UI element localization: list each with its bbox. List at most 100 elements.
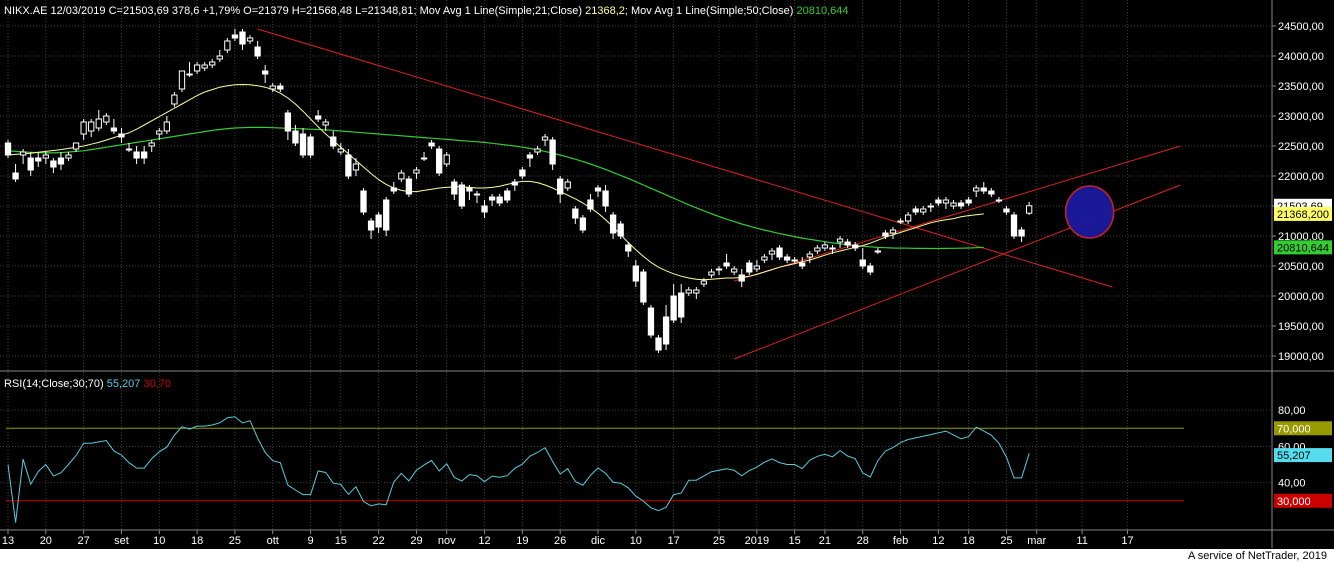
candle-up xyxy=(821,244,829,249)
price-tick-label: 22500,00 xyxy=(1278,141,1324,153)
candle-up xyxy=(224,40,231,51)
candle-down xyxy=(662,316,670,345)
candle-up xyxy=(761,256,768,261)
candle-down xyxy=(27,157,34,171)
candle-down xyxy=(57,157,65,165)
x-tick-label: 9 xyxy=(308,535,314,547)
candle-down xyxy=(965,199,972,204)
trendline xyxy=(257,28,1113,288)
date-label: 12/03/2019 xyxy=(50,5,106,17)
candle-down xyxy=(35,157,42,162)
candle-down xyxy=(655,337,662,351)
candle-up xyxy=(995,199,1003,202)
x-tick-label: 18 xyxy=(963,535,975,547)
candle-down xyxy=(451,181,458,195)
candle-down xyxy=(609,214,617,234)
candle-up xyxy=(413,169,420,174)
x-tick-label: 12 xyxy=(478,535,490,547)
x-tick-label: 13 xyxy=(2,535,14,547)
candle-up xyxy=(904,214,912,222)
candle-down xyxy=(239,31,246,45)
symbol-label: NIKX.AE xyxy=(4,5,48,17)
rsi-level-box xyxy=(1274,421,1332,436)
x-tick-label: 18 xyxy=(191,535,203,547)
candle-down xyxy=(466,187,473,192)
x-tick-label: 20 xyxy=(40,535,52,547)
candle-down xyxy=(647,307,655,336)
x-tick-label: 10 xyxy=(153,535,165,547)
price-tick-label: 24500,00 xyxy=(1278,21,1324,33)
candle-up xyxy=(19,151,27,156)
candle-down xyxy=(133,151,140,159)
highlight-circle xyxy=(1064,185,1115,239)
candle-up xyxy=(103,115,110,123)
x-tick-label: 17 xyxy=(1121,535,1133,547)
candle-down xyxy=(1018,229,1025,237)
x-tick-label: 25 xyxy=(229,535,241,547)
candle-up xyxy=(72,142,80,150)
candle-down xyxy=(50,160,57,168)
candle-down xyxy=(383,199,390,231)
rsi-tick-label: 40,00 xyxy=(1278,478,1306,490)
x-tick-label: 17 xyxy=(668,535,680,547)
candle-up xyxy=(148,142,155,147)
candle-down xyxy=(625,244,632,252)
ma2-value: 20810,644 xyxy=(796,5,849,17)
candle-down xyxy=(723,262,730,267)
candle-up xyxy=(209,61,216,66)
candle-down xyxy=(4,142,12,156)
price-tick-label: 19500,00 xyxy=(1278,321,1324,333)
ma50-line xyxy=(7,126,984,250)
candle-up xyxy=(927,205,934,208)
x-tick-label: 15 xyxy=(335,535,347,547)
candle-down xyxy=(602,190,609,207)
candle-up xyxy=(473,193,481,196)
ma1-value: 21368,2 xyxy=(585,5,625,17)
candle-up xyxy=(156,130,163,135)
candle-up xyxy=(322,121,329,126)
price-tick-label: 24000,00 xyxy=(1278,51,1324,63)
candle-up xyxy=(693,289,700,294)
candle-down xyxy=(141,151,148,159)
candle-up xyxy=(337,148,344,153)
candle-down xyxy=(579,217,587,231)
candle-down xyxy=(776,247,783,258)
candle-down xyxy=(572,208,579,219)
rsi-label: RSI(14;Close;30;70) xyxy=(4,378,104,390)
price-tick-label: 21000,00 xyxy=(1278,231,1324,243)
candle-down xyxy=(12,172,19,180)
price-tick-label: 19000,00 xyxy=(1278,351,1324,363)
candle-up xyxy=(420,157,428,160)
candle-down xyxy=(360,190,367,213)
candle-down xyxy=(390,187,397,192)
candle-up xyxy=(216,55,223,60)
candle-down xyxy=(292,130,299,144)
candle-up xyxy=(88,121,95,132)
candle-up xyxy=(171,94,178,105)
rsi-current-box xyxy=(1274,448,1332,463)
candle-down xyxy=(436,148,443,174)
candle-up xyxy=(874,250,882,253)
rsi-header: RSI(14;Close;30;70) 55,207 30,70 xyxy=(4,378,171,390)
candle-down xyxy=(859,259,866,267)
candle-down xyxy=(375,214,382,228)
candle-down xyxy=(1010,214,1018,237)
candle-down xyxy=(549,139,556,165)
rsi-panel xyxy=(6,416,1184,523)
candle-up xyxy=(700,280,708,285)
price-tick-label: 23500,00 xyxy=(1278,81,1324,93)
candle-down xyxy=(882,232,889,237)
candle-up xyxy=(920,208,927,213)
candle-down xyxy=(504,190,511,201)
price-tick-label: 23000,00 xyxy=(1278,111,1324,123)
x-tick-label: 22 xyxy=(373,535,385,547)
candle-up xyxy=(791,259,798,262)
candle-up xyxy=(1026,205,1033,214)
candle-down xyxy=(912,208,919,213)
candle-down xyxy=(118,133,125,138)
candle-up xyxy=(186,73,193,76)
x-tick-label: mar xyxy=(1027,535,1046,547)
candle-up xyxy=(42,154,49,159)
x-tick-label: 26 xyxy=(554,535,566,547)
candle-down xyxy=(844,241,851,246)
